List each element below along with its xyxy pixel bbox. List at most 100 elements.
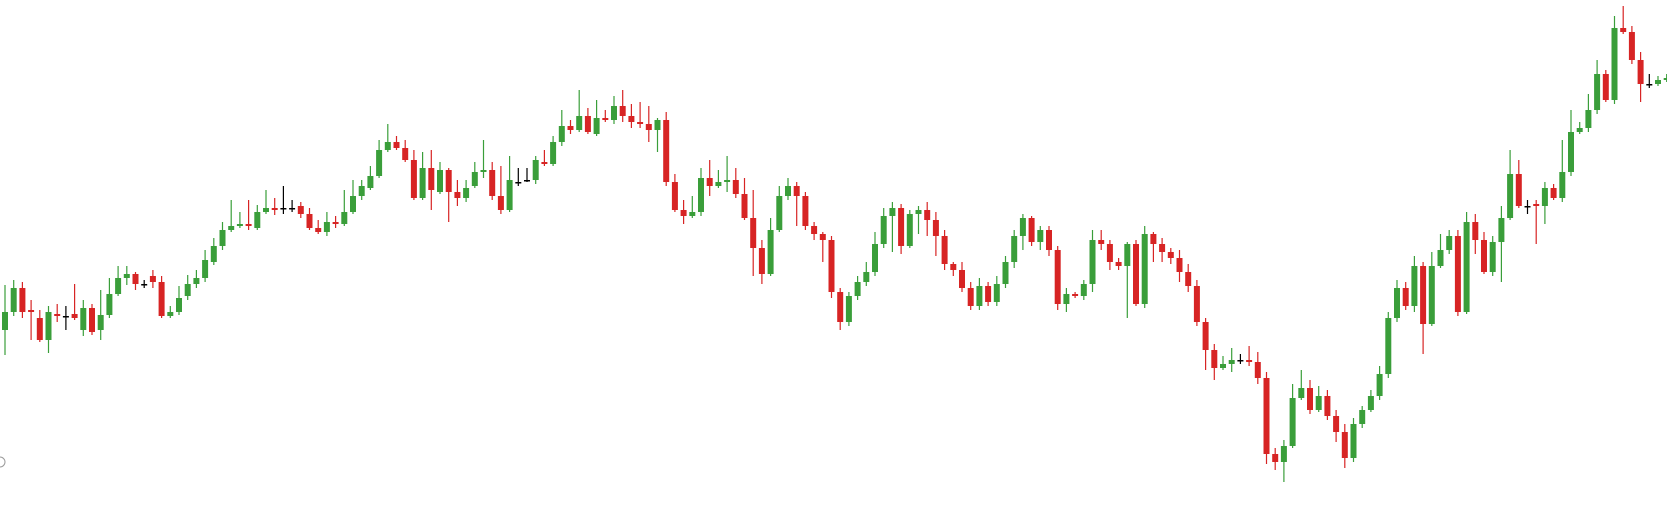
candle-body — [889, 208, 896, 216]
candle-body — [785, 186, 791, 196]
candle-body — [1489, 242, 1496, 272]
candle-body — [1454, 236, 1461, 312]
candle-body — [628, 116, 635, 122]
candle-body — [1272, 454, 1279, 462]
candle-body — [219, 230, 226, 246]
candle-body — [141, 284, 148, 286]
candle-body — [410, 160, 417, 198]
candle-body — [915, 210, 922, 214]
candle-body — [1063, 294, 1070, 304]
candle-body — [36, 318, 43, 340]
candle-body — [323, 222, 330, 232]
candle-body — [1080, 284, 1087, 296]
candle-body — [1350, 424, 1357, 458]
candle-body — [732, 180, 739, 194]
candle-body — [376, 150, 383, 176]
candle-body — [271, 208, 278, 210]
candle-body — [837, 292, 844, 322]
candle-body — [1054, 250, 1061, 304]
candle-body — [584, 116, 591, 132]
candle-body — [1089, 240, 1096, 284]
candle-body — [210, 246, 217, 262]
candle-body — [680, 210, 687, 216]
candle-body — [1507, 174, 1514, 218]
candle-body — [637, 122, 644, 124]
candle-body — [1324, 396, 1331, 416]
candle-body — [393, 142, 400, 148]
candle-body — [1402, 288, 1409, 306]
candle-body — [880, 216, 887, 244]
candle-body — [576, 116, 583, 130]
candle-body — [297, 206, 304, 214]
candle-body — [932, 220, 939, 236]
candle-body — [54, 314, 61, 316]
candle-body — [341, 212, 348, 224]
candle-body — [489, 170, 496, 196]
candle-body — [350, 196, 356, 212]
candle-body — [167, 312, 174, 316]
candle-body — [1011, 236, 1018, 262]
candle-body — [524, 180, 530, 182]
candle-body — [1533, 204, 1540, 206]
candle-body — [959, 270, 965, 288]
candle-body — [872, 244, 878, 272]
candle-body — [663, 120, 670, 182]
candle-body — [1220, 364, 1226, 368]
candle-body — [1028, 218, 1035, 242]
candle-body — [367, 176, 374, 188]
candle-body — [19, 288, 26, 312]
candle-body — [1115, 262, 1122, 266]
candle-body — [115, 278, 122, 294]
candle-body — [967, 288, 974, 306]
candle-body — [89, 308, 95, 332]
candle-body — [236, 224, 243, 226]
candle-body — [1420, 266, 1427, 324]
candle-body — [437, 170, 443, 192]
candle-body — [1072, 294, 1079, 296]
candle-body — [1202, 322, 1209, 350]
candle-body — [1246, 360, 1253, 362]
candle-body — [1333, 416, 1340, 432]
candle-body — [1019, 218, 1026, 236]
candle-body — [645, 124, 652, 130]
candle-body — [1663, 78, 1667, 80]
candle-body — [854, 282, 861, 296]
candle-body — [1315, 396, 1322, 410]
candle-body — [1655, 80, 1661, 84]
candle-body — [289, 208, 296, 210]
candle-body — [1628, 32, 1635, 60]
candle-body — [819, 234, 826, 240]
candle-body — [715, 182, 722, 186]
candle-body — [593, 118, 600, 134]
candle-body — [10, 288, 17, 312]
candle-body — [106, 294, 113, 315]
candle-body — [1637, 60, 1644, 84]
candle-body — [1359, 410, 1366, 424]
candle-body — [202, 260, 209, 278]
candle-body — [567, 126, 574, 130]
candle-body — [1280, 446, 1287, 462]
candle-body — [950, 264, 957, 270]
candle-body — [315, 228, 322, 232]
candle-body — [176, 298, 182, 312]
candle-body — [480, 170, 487, 172]
drawing-handle[interactable] — [0, 456, 6, 468]
candle-body — [1541, 188, 1548, 206]
candle-body — [1176, 258, 1183, 272]
candle-body — [71, 314, 78, 318]
candle-body — [419, 168, 426, 198]
candle-body — [558, 126, 565, 142]
candle-body — [515, 182, 522, 184]
candle-body — [1211, 350, 1218, 368]
candle-body — [776, 196, 783, 230]
candle-body — [1228, 360, 1235, 364]
candle-body — [698, 178, 704, 212]
candle-body — [619, 106, 626, 116]
candle-body — [428, 168, 435, 190]
candle-body — [1611, 28, 1618, 100]
candle-body — [280, 208, 287, 210]
candle-body — [1428, 266, 1435, 324]
candle-body — [828, 240, 835, 292]
candle-body — [1576, 128, 1583, 132]
